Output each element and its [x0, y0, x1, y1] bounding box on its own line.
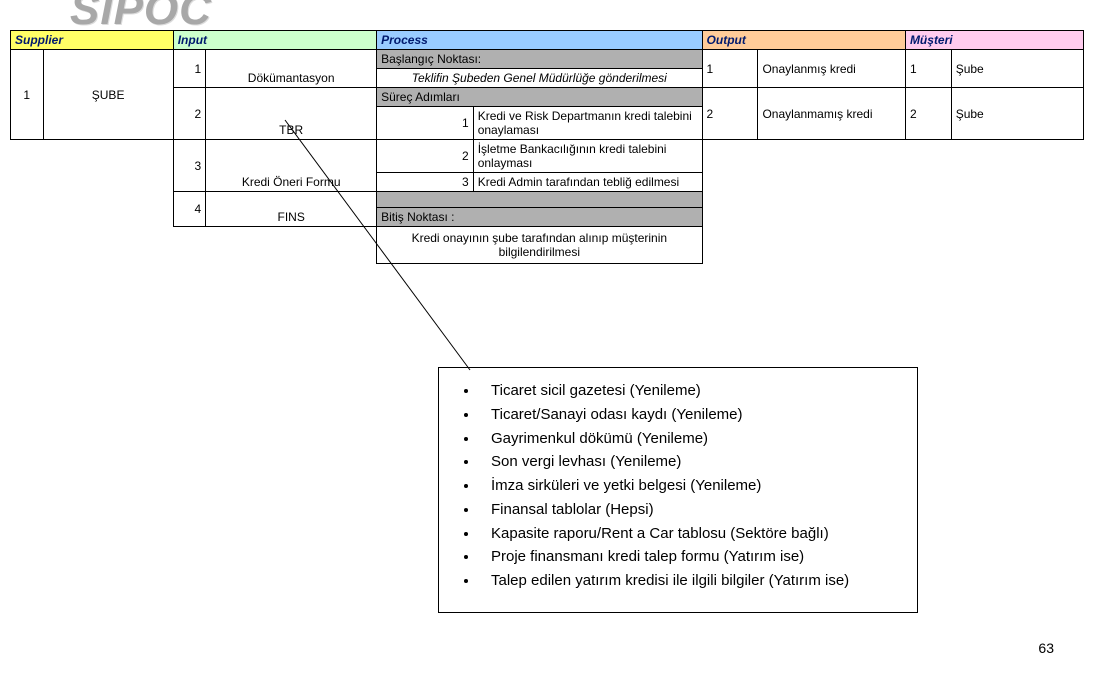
customer-2-name: Şube	[951, 88, 1083, 140]
list-item: Gayrimenkul dökümü (Yenileme)	[479, 428, 899, 450]
header-customer: Müşteri	[905, 31, 1083, 50]
list-item: Proje finansmanı kredi talep formu (Yatı…	[479, 546, 899, 568]
customer-2-num: 2	[905, 88, 951, 140]
process-end-text: Kredi onayının şube tarafından alınıp mü…	[377, 227, 702, 264]
sipoc-table-wrap: Supplier Input Process Output Müşteri 1 …	[10, 30, 1084, 264]
documents-box: Ticaret sicil gazetesi (Yenileme) Ticare…	[438, 367, 918, 613]
list-item: Finansal tablolar (Hepsi)	[479, 499, 899, 521]
list-item: İmza sirküleri ve yetki belgesi (Yenilem…	[479, 475, 899, 497]
process-step-3-text: Kredi Admin tarafından tebliğ edilmesi	[473, 173, 702, 192]
header-input: Input	[173, 31, 376, 50]
list-item: Talep edilen yatırım kredisi ile ilgili …	[479, 570, 899, 592]
list-item: Ticaret/Sanayi odası kaydı (Yenileme)	[479, 404, 899, 426]
process-step-3-num: 3	[377, 173, 474, 192]
process-step-1-text: Kredi ve Risk Departmanın kredi talebini…	[473, 107, 702, 140]
input-3-name: Kredi Öneri Formu	[206, 140, 377, 192]
process-start-text: Teklifin Şubeden Genel Müdürlüğe gönderi…	[377, 69, 702, 88]
process-step-2-num: 2	[377, 140, 474, 173]
header-process: Process	[377, 31, 702, 50]
input-2-name: TBR	[206, 88, 377, 140]
process-step-1-num: 1	[377, 107, 474, 140]
supplier-name: ŞUBE	[43, 50, 173, 140]
process-step-2-text: İşletme Bankacılığının kredi talebini on…	[473, 140, 702, 173]
sipoc-table: Supplier Input Process Output Müşteri 1 …	[10, 30, 1084, 264]
header-output: Output	[702, 31, 905, 50]
input-2-num: 2	[173, 88, 206, 140]
process-gray-spacer	[377, 192, 702, 208]
customer-1-num: 1	[905, 50, 951, 88]
output-2-name: Onaylanmamış kredi	[758, 88, 905, 140]
output-1-num: 1	[702, 50, 758, 88]
output-2-num: 2	[702, 88, 758, 140]
page-number: 63	[1038, 640, 1054, 656]
list-item: Son vergi levhası (Yenileme)	[479, 451, 899, 473]
process-end-label: Bitiş Noktası :	[377, 208, 702, 227]
output-1-name: Onaylanmış kredi	[758, 50, 905, 88]
input-3-num: 3	[173, 140, 206, 192]
process-start-label: Başlangıç Noktası:	[377, 50, 702, 69]
customer-1-name: Şube	[951, 50, 1083, 88]
list-item: Kapasite raporu/Rent a Car tablosu (Sekt…	[479, 523, 899, 545]
input-1-num: 1	[173, 50, 206, 88]
list-item: Ticaret sicil gazetesi (Yenileme)	[479, 380, 899, 402]
input-4-num: 4	[173, 192, 206, 227]
documents-list: Ticaret sicil gazetesi (Yenileme) Ticare…	[457, 380, 899, 592]
input-4-name: FINS	[206, 192, 377, 227]
process-steps-label: Süreç Adımları	[377, 88, 702, 107]
input-1-name: Dökümantasyon	[206, 50, 377, 88]
header-supplier: Supplier	[11, 31, 174, 50]
header-row: Supplier Input Process Output Müşteri	[11, 31, 1084, 50]
supplier-num: 1	[11, 50, 44, 140]
